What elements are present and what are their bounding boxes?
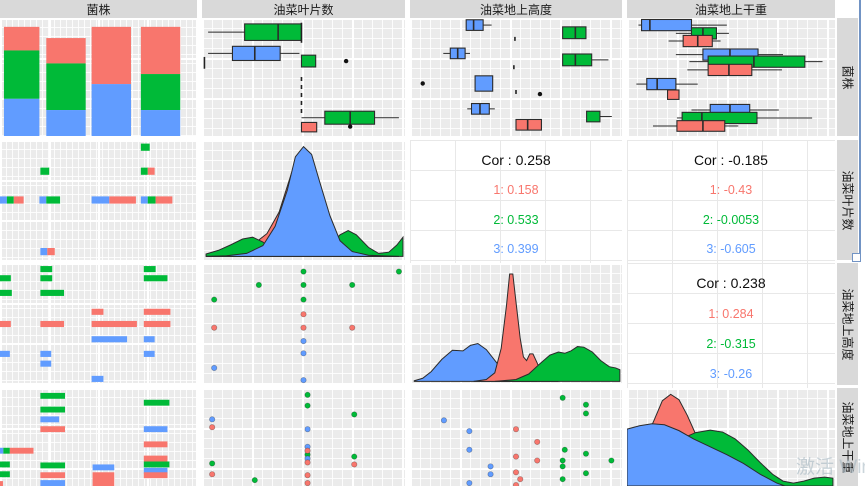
cor-group-blue: 3: -0.605: [706, 242, 756, 257]
cor-group-blue: 3: -0.26: [709, 367, 753, 381]
row-strip-label: 油菜地上干重: [840, 400, 855, 474]
col-strip-dryweight: 油菜地上干重: [627, 0, 835, 18]
cor-group-red: 1: -0.43: [709, 183, 753, 198]
row-strip-leafcount: 油菜叶片数: [837, 140, 858, 260]
cor-overall: Cor : 0.258: [481, 151, 551, 168]
r2c2-chart: [205, 145, 404, 257]
row-strip-label: 油菜叶片数: [840, 169, 855, 231]
panel-leafcount-by-strain-boxplot: [202, 18, 405, 136]
cor-group-green: 2: -0.0053: [702, 212, 760, 227]
col-strip-label: 油菜地上高度: [479, 2, 552, 17]
cor-group-green: 2: -0.315: [706, 337, 756, 351]
panel-cor-leafcount-height: Cor : 0.258 1: 0.158 2: 0.533 3: 0.399: [410, 140, 622, 268]
cor-overall: Cor : 0.238: [696, 275, 766, 291]
panel-strain-stackedbar: [0, 18, 197, 136]
cor-group-red: 1: 0.158: [493, 183, 539, 198]
row-strip-strain: 菌株: [837, 18, 858, 136]
panel-dryweight-density: [627, 388, 835, 486]
row-strip-label: 油菜地上高度: [840, 287, 855, 361]
r1c4-chart: [636, 18, 823, 132]
panel-dryweight-by-strain-boxplot: [627, 18, 835, 136]
cor-group-red: 1: 0.284: [708, 307, 754, 321]
r3c3-chart: [413, 273, 621, 382]
panel-height-vs-leafcount-scatter: [202, 263, 405, 385]
selection-border-line: [859, 0, 861, 256]
panel-cor-height-dryweight: Cor : 0.238 1: 0.284 2: -0.315 3: -0.26: [627, 263, 835, 393]
r1c3-chart: [420, 19, 612, 131]
r4c1-chart: [0, 392, 170, 486]
r3c2-chart: [211, 268, 402, 384]
panel-height-by-strain-boxplot: [410, 18, 622, 136]
r1c1-chart: [3, 26, 181, 136]
col-strip-label: 油菜地上干重: [694, 2, 767, 17]
col-strip-strain: 菌株: [0, 0, 197, 18]
r4c3-chart: [440, 394, 615, 486]
panel-height-strain-bars: [0, 263, 197, 385]
panel-dryweight-vs-height-scatter: [410, 388, 622, 486]
panel-leafcount-strain-bars: [0, 140, 197, 260]
col-strip-label: 油菜叶片数: [273, 2, 334, 17]
panel-dryweight-strain-bars: [0, 388, 197, 486]
row-strip-label: 菌株: [840, 64, 855, 90]
r2c1-chart: [0, 143, 173, 256]
col-strip-leafcount: 油菜叶片数: [202, 0, 405, 18]
panel-leafcount-density: [202, 140, 405, 260]
panel-dryweight-vs-leafcount-scatter: [202, 388, 405, 486]
col-strip-height: 油菜地上高度: [410, 0, 622, 18]
selection-resize-handle[interactable]: [852, 253, 861, 262]
cor-overall: Cor : -0.185: [694, 151, 768, 168]
cor-group-blue: 3: 0.399: [493, 242, 539, 257]
r3c1-chart: [0, 266, 171, 382]
col-strip-label: 菌株: [86, 2, 111, 17]
panel-cor-leafcount-dryweight: Cor : -0.185 1: -0.43 2: -0.0053 3: -0.605: [627, 140, 835, 268]
r4c4-chart: [627, 393, 834, 486]
row-strip-dryweight: 油菜地上干重: [837, 388, 858, 486]
row-strip-height: 油菜地上高度: [837, 263, 858, 385]
r4c2-chart: [209, 391, 358, 486]
r1c2-chart: [203, 22, 399, 133]
panel-height-density: [410, 263, 622, 385]
cor-group-green: 2: 0.533: [493, 212, 539, 227]
